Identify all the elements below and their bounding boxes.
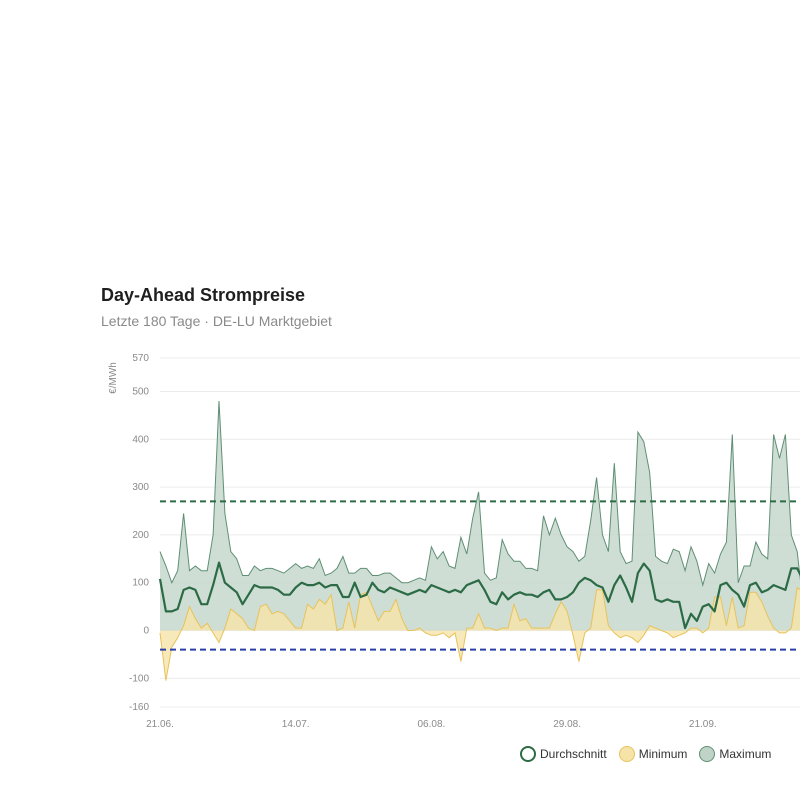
y-tick-label: 0	[143, 626, 149, 637]
legend-label-average: Durchschnitt	[540, 747, 607, 761]
y-tick-label: 300	[132, 482, 149, 493]
legend-label-maximum: Maximum	[719, 747, 772, 761]
minimum-area	[160, 587, 800, 681]
y-tick-label: 570	[132, 353, 149, 364]
legend-item-minimum[interactable]: Minimum	[618, 746, 688, 762]
chart-title: Day-Ahead Strompreise	[101, 285, 306, 305]
average-line	[158, 561, 800, 630]
x-tick-label: 21.06.	[146, 719, 174, 730]
y-axis-label: €/MWh	[108, 362, 119, 394]
y-tick-label: 400	[132, 434, 149, 445]
maximum-swatch-icon	[699, 746, 716, 762]
y-tick-label: 500	[132, 386, 149, 397]
y-tick-label: 200	[132, 530, 149, 541]
legend-item-maximum[interactable]: Maximum	[699, 746, 771, 762]
y-tick-label: -160	[129, 702, 149, 713]
legend-label-minimum: Minimum	[638, 747, 688, 761]
y-tick-label: 100	[132, 578, 149, 589]
y-tick-label: -100	[129, 673, 149, 684]
x-tick-label: 29.08.	[553, 719, 581, 730]
plot-area	[158, 400, 800, 681]
average-swatch-icon	[520, 746, 536, 762]
chart-legend: Durchschnitt Minimum Maximum	[520, 746, 771, 762]
x-tick-label: 14.07.	[282, 719, 310, 730]
x-tick-label: 06.08.	[417, 719, 445, 730]
x-tick-label: 21.09.	[689, 719, 717, 730]
maximum-line	[159, 400, 800, 588]
chart-subtitle: Letzte 180 Tage · DE-LU Marktgebiet	[101, 313, 332, 329]
minimum-swatch-icon	[618, 746, 635, 762]
legend-item-average[interactable]: Durchschnitt	[520, 746, 607, 762]
minimum-line	[159, 586, 800, 681]
